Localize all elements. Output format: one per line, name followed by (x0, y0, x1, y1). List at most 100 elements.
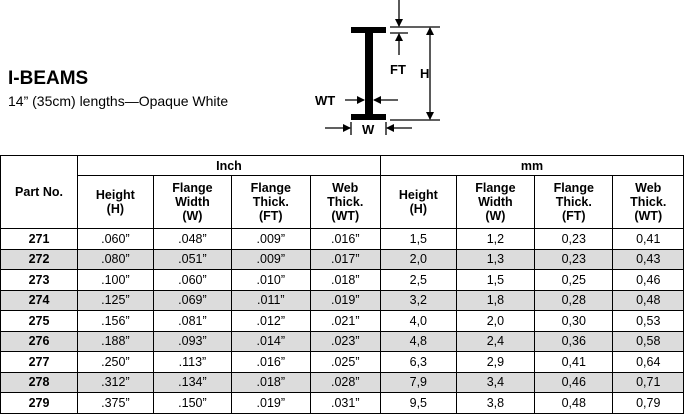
table-row: 273.100” .060” .010” .018” 2,5 1,5 0,25 0,46 (0, 269, 684, 291)
cell: 0,25 (534, 269, 614, 291)
cell: .010” (231, 269, 311, 291)
cell: 0,79 (612, 392, 684, 414)
cell: 1,3 (455, 248, 536, 270)
cell: .028” (309, 371, 381, 393)
cell: 6,3 (379, 351, 457, 373)
cell: 9,5 (379, 392, 457, 414)
cell: .150” (152, 392, 233, 414)
label-ft: FT (390, 62, 406, 77)
label-wt: WT (315, 93, 335, 108)
cell: .069” (152, 289, 233, 311)
table-row: 274.125” .069” .011” .019” 3,2 1,8 0,28 0,48 (0, 289, 684, 311)
cell: 0,41 (534, 351, 614, 373)
cell: .018” (231, 371, 311, 393)
cell: 0,48 (612, 289, 684, 311)
label-w: W (362, 122, 375, 137)
cell: .048” (152, 228, 233, 250)
cell: .011” (231, 289, 311, 311)
subtitle: 14” (35cm) lengths—Opaque White (8, 93, 229, 109)
cell: .051” (152, 248, 233, 270)
cell: 4,0 (379, 310, 457, 332)
part-number: 271 (0, 228, 78, 250)
column-header: Web Thick. (WT) (309, 175, 381, 229)
cell: .023” (309, 330, 381, 352)
column-header: Height (H) (77, 175, 154, 229)
cell: 2,9 (455, 351, 536, 373)
cell: 2,4 (455, 330, 536, 352)
table-row: 276.188” .093” .014” .023” 4,8 2,4 0,36 0,58 (0, 330, 684, 352)
cell: 0,23 (534, 228, 614, 250)
cell: .014” (231, 330, 311, 352)
cell: .100” (77, 269, 154, 291)
cell: 3,8 (455, 392, 536, 414)
cell: 0,30 (534, 310, 614, 332)
cell: 1,5 (455, 269, 536, 291)
cell: .060” (152, 269, 233, 291)
cell: 7,9 (379, 371, 457, 393)
column-header: Flange Width (W) (455, 175, 536, 229)
cell: .016” (309, 228, 381, 250)
cell: .019” (231, 392, 311, 414)
cell: .081” (152, 310, 233, 332)
table-row: 278.312” .134” .018” .028” 7,9 3,4 0,46 0,71 (0, 371, 684, 393)
part-number: 278 (0, 371, 78, 393)
cell: 0,28 (534, 289, 614, 311)
cell: 0,23 (534, 248, 614, 270)
column-header: Web Thick. (WT) (612, 175, 684, 229)
cell: .016” (231, 351, 311, 373)
table-row: 275.156” .081” .012” .021” 4,0 2,0 0,30 0,53 (0, 310, 684, 332)
label-h: H (420, 66, 429, 81)
cell: .009” (231, 228, 311, 250)
cell: 2,0 (379, 248, 457, 270)
cell: 0,43 (612, 248, 684, 270)
cell: 2,5 (379, 269, 457, 291)
title: I-BEAMS (8, 68, 89, 89)
table-row: 272.080” .051” .009” .017” 2,0 1,3 0,23 0,43 (0, 248, 684, 270)
cell: 0,41 (612, 228, 684, 250)
cell: .188” (77, 330, 154, 352)
cell: .134” (152, 371, 233, 393)
cell: 1,2 (455, 228, 536, 250)
cell: 0,58 (612, 330, 684, 352)
cell: .031” (309, 392, 381, 414)
part-number: 273 (0, 269, 78, 291)
part-number: 275 (0, 310, 78, 332)
cell: .009” (231, 248, 311, 270)
cell: 3,4 (455, 371, 536, 393)
part-number: 272 (0, 248, 78, 270)
cell: 0,46 (534, 371, 614, 393)
part-number: 276 (0, 330, 78, 352)
table-row: 279.375” .150” .019” .031” 9,5 3,8 0,48 0,79 (0, 392, 684, 414)
spec-table: Part No. Inch mm Height (H) Flange Width (W… (0, 155, 684, 414)
column-header: Flange Thick. (FT) (231, 175, 311, 229)
part-number: 274 (0, 289, 78, 311)
cell: 0,36 (534, 330, 614, 352)
group-header: Inch (77, 155, 381, 176)
cell: .019” (309, 289, 381, 311)
cell: .060” (77, 228, 154, 250)
cell: 3,2 (379, 289, 457, 311)
ibeam-diagram: FT H WT W (315, 0, 440, 137)
column-header: Height (H) (379, 175, 457, 229)
cell: 0,64 (612, 351, 684, 373)
cell: .250” (77, 351, 154, 373)
cell: .113” (152, 351, 233, 373)
cell: .125” (77, 289, 154, 311)
cell: .025” (309, 351, 381, 373)
group-header: mm (379, 155, 684, 176)
cell: 1,8 (455, 289, 536, 311)
cell: 0,71 (612, 371, 684, 393)
column-header: Flange Thick. (FT) (534, 175, 614, 229)
cell: .018” (309, 269, 381, 291)
cell: 4,8 (379, 330, 457, 352)
cell: .012” (231, 310, 311, 332)
cell: .375” (77, 392, 154, 414)
cell: .021” (309, 310, 381, 332)
part-number: 277 (0, 351, 78, 373)
cell: .080” (77, 248, 154, 270)
column-header: Flange Width (W) (152, 175, 233, 229)
cell: 0,48 (534, 392, 614, 414)
cell: .312” (77, 371, 154, 393)
cell: 0,46 (612, 269, 684, 291)
cell: .017” (309, 248, 381, 270)
